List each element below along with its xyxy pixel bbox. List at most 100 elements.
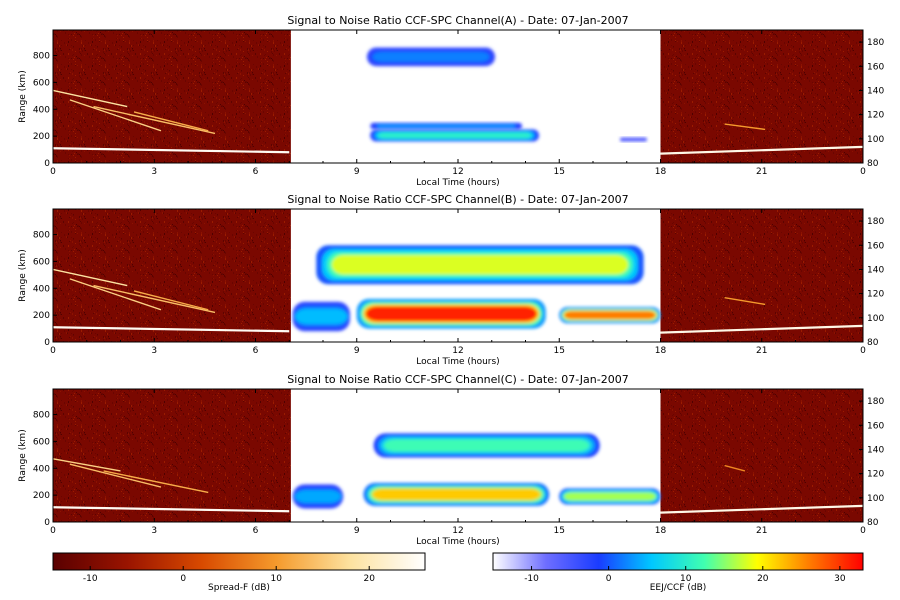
y2-tick-label: 180 bbox=[867, 397, 884, 407]
eej-echo-region bbox=[363, 483, 550, 506]
y-tick-label: 0 bbox=[44, 518, 50, 528]
x-tick-label: 12 bbox=[452, 526, 463, 536]
night-background bbox=[660, 30, 863, 163]
spread-f-trace bbox=[660, 504, 864, 514]
y-tick-label: 600 bbox=[33, 78, 50, 88]
eej-echo-region bbox=[356, 299, 546, 329]
colorbar-tick-label: 20 bbox=[757, 574, 769, 584]
eej-ccf-colorbar: -10 0 10 20 30 EEJ/CCF (dB) bbox=[492, 552, 864, 593]
night-background bbox=[53, 389, 291, 522]
spread-f-trace bbox=[52, 326, 290, 333]
eej-echo-region bbox=[366, 47, 496, 67]
x-tick-label: 21 bbox=[756, 526, 767, 536]
spread-f-trace bbox=[93, 105, 216, 135]
panel-title: Signal to Noise Ratio CCF-SPC Channel(C)… bbox=[287, 373, 628, 386]
x-tick-label: 9 bbox=[354, 346, 360, 356]
y2-tick-label: 140 bbox=[867, 445, 884, 455]
y-tick-label: 200 bbox=[33, 311, 50, 321]
y2-tick-label: 80 bbox=[867, 159, 879, 169]
y2-tick-label: 80 bbox=[867, 518, 879, 528]
y-tick-label: 600 bbox=[33, 257, 50, 267]
y-tick-label: 400 bbox=[33, 284, 50, 294]
x-tick-label: 21 bbox=[756, 346, 767, 356]
y-tick-label: 200 bbox=[33, 132, 50, 142]
eej-echo-region bbox=[292, 484, 344, 509]
x-tick-label: 6 bbox=[253, 346, 259, 356]
spread-f-trace bbox=[52, 506, 290, 513]
panel-title: Signal to Noise Ratio CCF-SPC Channel(B)… bbox=[287, 193, 628, 206]
night-background bbox=[660, 209, 863, 342]
x-tick-label: 21 bbox=[756, 167, 767, 177]
y-axis-label: Range (km) bbox=[18, 429, 28, 481]
spread-f-trace bbox=[724, 464, 746, 472]
x-tick-label: 9 bbox=[354, 526, 360, 536]
colorbar-tick-label: 10 bbox=[270, 574, 282, 584]
spread-f-trace bbox=[133, 111, 209, 132]
night-background bbox=[53, 30, 291, 163]
x-tick-label: 0 bbox=[50, 526, 56, 536]
y2-tick-label: 120 bbox=[867, 290, 884, 300]
colorbar-tick-label: -10 bbox=[83, 574, 98, 584]
y-axis-label: Range (km) bbox=[18, 249, 28, 301]
spread-f-trace bbox=[103, 470, 209, 494]
y-axis-label: Range (km) bbox=[18, 70, 28, 122]
night-background bbox=[660, 389, 863, 522]
y2-tick-label: 160 bbox=[867, 241, 884, 251]
x-tick-label: 0 bbox=[860, 167, 866, 177]
colorbar-tick-label: 20 bbox=[363, 574, 375, 584]
y2-tick-label: 180 bbox=[867, 38, 884, 48]
y2-tick-label: 100 bbox=[867, 314, 884, 324]
eej-ccf-colorbar-label: EEJ/CCF (dB) bbox=[650, 583, 707, 593]
colorbar-tick-label: 10 bbox=[680, 574, 692, 584]
x-tick-label: 15 bbox=[554, 167, 565, 177]
spread-f-trace bbox=[52, 89, 128, 108]
panel-title: Signal to Noise Ratio CCF-SPC Channel(A)… bbox=[287, 14, 628, 27]
y-tick-label: 400 bbox=[33, 464, 50, 474]
y2-tick-label: 140 bbox=[867, 86, 884, 96]
x-tick-label: 6 bbox=[253, 167, 259, 177]
x-tick-label: 15 bbox=[554, 346, 565, 356]
x-tick-label: 15 bbox=[554, 526, 565, 536]
y-tick-label: 0 bbox=[44, 159, 50, 169]
y2-tick-label: 160 bbox=[867, 421, 884, 431]
x-tick-label: 18 bbox=[655, 526, 667, 536]
spread-f-trace bbox=[69, 278, 162, 311]
colorbar-tick-label: 0 bbox=[606, 574, 612, 584]
x-axis-label: Local Time (hours) bbox=[416, 178, 499, 188]
x-axis-label: Local Time (hours) bbox=[416, 537, 499, 547]
spread-f-trace bbox=[52, 268, 128, 287]
y-tick-label: 800 bbox=[33, 52, 50, 62]
y-tick-label: 800 bbox=[33, 231, 50, 241]
x-tick-label: 6 bbox=[253, 526, 259, 536]
x-tick-label: 0 bbox=[860, 346, 866, 356]
y2-tick-label: 160 bbox=[867, 62, 884, 72]
spread-f-trace bbox=[52, 147, 290, 154]
y-tick-label: 200 bbox=[33, 491, 50, 501]
spread-f-trace bbox=[660, 324, 864, 334]
y2-tick-label: 180 bbox=[867, 217, 884, 227]
spread-f-colorbar: -10 0 10 20 Spread-F (dB) bbox=[52, 552, 426, 593]
snr-panel-channel-a: Signal to Noise Ratio CCF-SPC Channel(A)… bbox=[18, 14, 884, 188]
spread-f-trace bbox=[724, 123, 766, 131]
y-tick-label: 600 bbox=[33, 437, 50, 447]
spread-f-trace bbox=[69, 99, 162, 132]
night-background bbox=[53, 209, 291, 342]
x-tick-label: 9 bbox=[354, 167, 360, 177]
eej-echo-region bbox=[316, 245, 644, 285]
y2-tick-label: 120 bbox=[867, 111, 884, 121]
y2-tick-label: 100 bbox=[867, 494, 884, 504]
y2-tick-label: 140 bbox=[867, 265, 884, 275]
x-tick-label: 18 bbox=[655, 167, 667, 177]
spread-f-trace bbox=[133, 290, 209, 311]
eej-echo-region bbox=[292, 301, 350, 332]
x-tick-label: 12 bbox=[452, 167, 463, 177]
x-tick-label: 0 bbox=[50, 167, 56, 177]
x-tick-label: 0 bbox=[50, 346, 56, 356]
x-tick-label: 0 bbox=[860, 526, 866, 536]
eej-echo-region bbox=[370, 129, 539, 142]
x-tick-label: 12 bbox=[452, 346, 463, 356]
y2-tick-label: 100 bbox=[867, 135, 884, 145]
y-tick-label: 0 bbox=[44, 338, 50, 348]
colorbar-tick-label: 30 bbox=[834, 574, 846, 584]
